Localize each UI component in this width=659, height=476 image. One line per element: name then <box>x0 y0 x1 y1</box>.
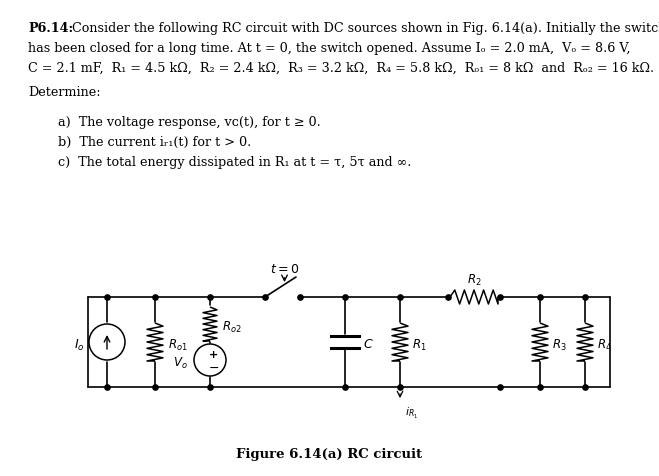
Text: $R_2$: $R_2$ <box>467 272 481 287</box>
Text: c)  The total energy dissipated in R₁ at t = τ, 5τ and ∞.: c) The total energy dissipated in R₁ at … <box>58 156 411 169</box>
Text: $R_{o2}$: $R_{o2}$ <box>222 319 242 334</box>
Text: Figure 6.14(a) RC circuit: Figure 6.14(a) RC circuit <box>236 447 422 461</box>
Text: $V_o$: $V_o$ <box>173 355 188 370</box>
Text: $R_4$: $R_4$ <box>597 337 612 352</box>
Text: $R_{o1}$: $R_{o1}$ <box>168 337 188 352</box>
Text: a)  The voltage response, vᴄ(t), for t ≥ 0.: a) The voltage response, vᴄ(t), for t ≥ … <box>58 116 321 129</box>
Text: $R_3$: $R_3$ <box>552 337 567 352</box>
Text: $R_1$: $R_1$ <box>412 337 426 352</box>
Text: $i_{R_1}$: $i_{R_1}$ <box>405 405 418 420</box>
Text: has been closed for a long time. At t = 0, the switch opened. Assume Iₒ = 2.0 mA: has been closed for a long time. At t = … <box>28 42 631 55</box>
Text: P6.14:: P6.14: <box>28 22 73 35</box>
Text: C = 2.1 mF,  R₁ = 4.5 kΩ,  R₂ = 2.4 kΩ,  R₃ = 3.2 kΩ,  R₄ = 5.8 kΩ,  Rₒ₁ = 8 kΩ : C = 2.1 mF, R₁ = 4.5 kΩ, R₂ = 2.4 kΩ, R₃… <box>28 62 654 75</box>
Text: Consider the following RC circuit with DC sources shown in Fig. 6.14(a). Initial: Consider the following RC circuit with D… <box>72 22 659 35</box>
Text: $C$: $C$ <box>363 338 374 351</box>
Text: $I_o$: $I_o$ <box>74 337 84 352</box>
Text: Determine:: Determine: <box>28 86 101 99</box>
Text: −: − <box>209 361 219 374</box>
Text: b)  The current iᵣ₁(t) for t > 0.: b) The current iᵣ₁(t) for t > 0. <box>58 136 251 149</box>
Text: +: + <box>210 350 219 360</box>
Text: $t = 0$: $t = 0$ <box>270 263 299 276</box>
